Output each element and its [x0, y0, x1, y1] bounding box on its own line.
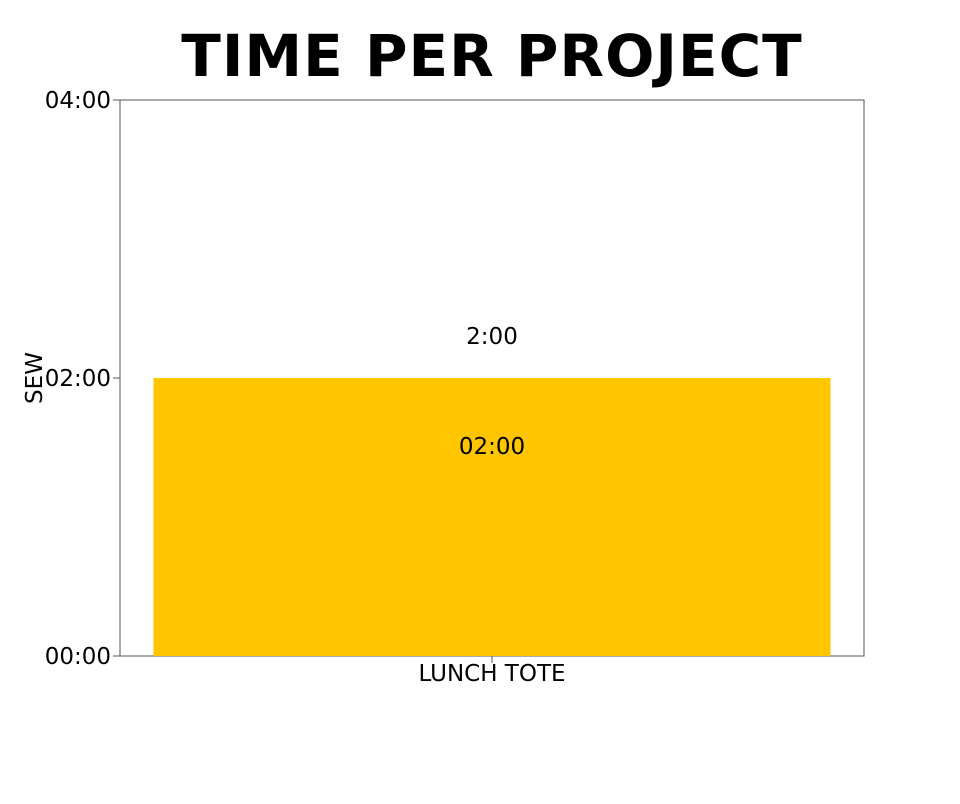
y-tick-label: 00:00: [45, 644, 111, 670]
y-axis: 00:00 02:00 04:00: [45, 88, 120, 670]
x-tick-label: LUNCH TOTE: [418, 661, 565, 687]
bar: [153, 378, 831, 656]
y-axis-label: SEW: [22, 352, 48, 404]
chart-title: TIME PER PROJECT: [181, 22, 802, 90]
x-axis: LUNCH TOTE: [418, 656, 566, 687]
bar-inner-label: 02:00: [459, 434, 525, 460]
bar-value-label: 2:00: [466, 324, 518, 350]
bar-series: 2:00 02:00: [153, 324, 831, 656]
y-tick-label: 04:00: [45, 88, 111, 114]
y-tick-label: 02:00: [45, 366, 111, 392]
